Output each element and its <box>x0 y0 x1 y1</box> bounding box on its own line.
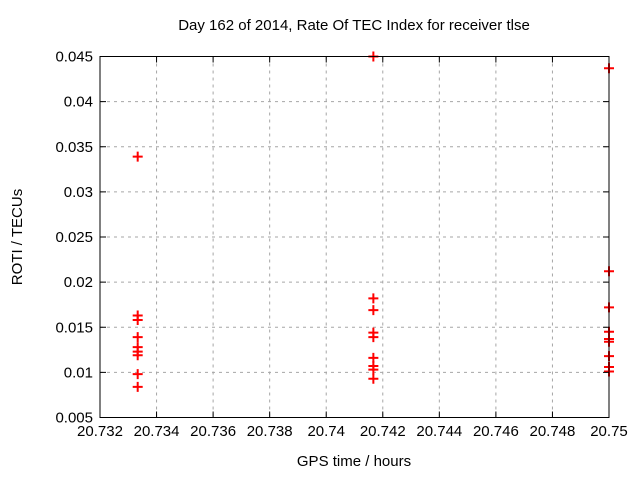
data-point-marker <box>368 305 379 316</box>
x-tick-label: 20.75 <box>590 423 628 440</box>
data-point-marker <box>368 293 379 304</box>
plot-border <box>99 56 610 418</box>
y-tick-label: 0.045 <box>55 49 93 66</box>
data-point-marker <box>368 364 379 375</box>
data-point-marker <box>132 369 143 380</box>
y-tick-label: 0.04 <box>64 94 93 111</box>
y-tick-label: 0.005 <box>55 410 93 427</box>
x-tick-label: 20.746 <box>473 423 519 440</box>
x-axis-label: GPS time / hours <box>297 453 411 470</box>
y-tick-label: 0.035 <box>55 139 93 156</box>
x-tick-label: 20.732 <box>77 423 123 440</box>
x-tick-label: 20.734 <box>134 423 180 440</box>
axes-and-ticks <box>99 56 610 418</box>
x-tick-label: 20.736 <box>190 423 236 440</box>
x-tick-label: 20.738 <box>247 423 293 440</box>
y-tick-label: 0.01 <box>64 364 93 381</box>
data-points <box>132 51 614 392</box>
y-axis-label: ROTI / TECUs <box>9 189 26 285</box>
tick-labels: 20.732 20.734 20.736 20.738 20.74 20.742 20.74… <box>55 49 627 441</box>
data-point-marker <box>132 350 143 361</box>
y-tick-label: 0.02 <box>64 274 93 291</box>
data-point-marker <box>132 332 143 343</box>
data-point-marker <box>368 373 379 384</box>
data-point-marker <box>132 381 143 392</box>
data-point-marker <box>132 315 143 326</box>
y-tick-label: 0.03 <box>64 184 93 201</box>
y-tick-label: 0.015 <box>55 319 93 336</box>
x-tick-label: 20.74 <box>307 423 345 440</box>
chart-title: Day 162 of 2014, Rate Of TEC Index for r… <box>178 17 530 34</box>
data-point-marker <box>368 332 379 343</box>
x-tick-label: 20.744 <box>416 423 462 440</box>
y-tick-label: 0.025 <box>55 229 93 246</box>
x-tick-label: 20.748 <box>529 423 575 440</box>
x-tick-label: 20.742 <box>360 423 406 440</box>
data-point-marker <box>132 151 143 162</box>
grid-lines <box>99 56 610 418</box>
